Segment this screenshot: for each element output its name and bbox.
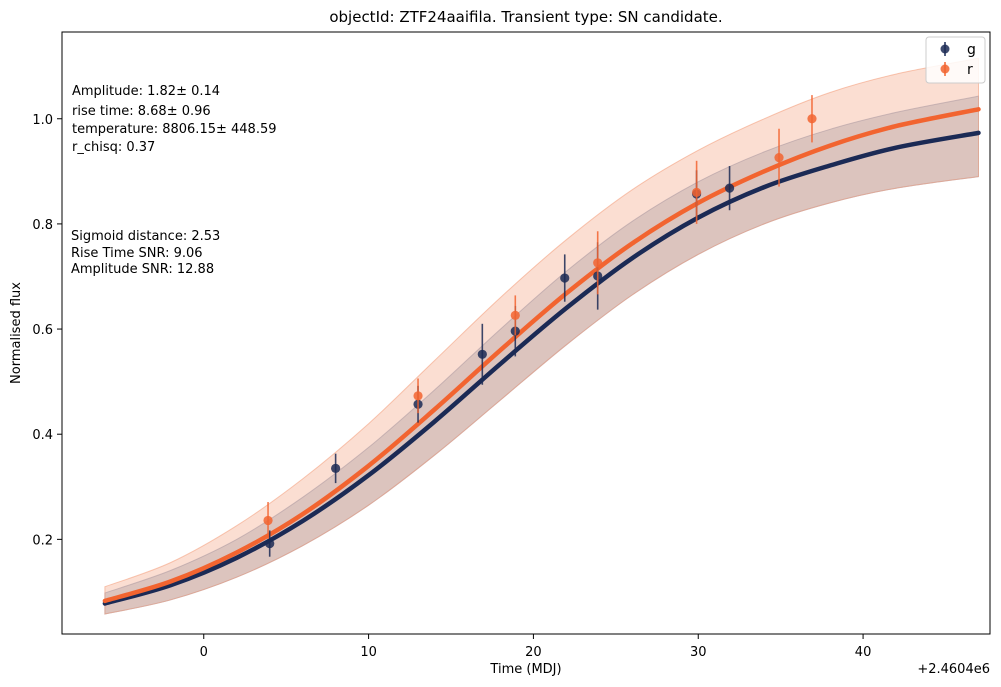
fit-line-r [102,107,981,604]
plot-area [102,57,981,615]
data-point-g [477,323,487,385]
fit-params-annotation: Amplitude: 1.82± 0.14 rise time: 8.68± 0… [72,84,277,155]
annotation-rise-time-snr: Rise Time SNR: 9.06 [71,246,203,261]
annotation-rise-time: rise time: 8.68± 0.96 [72,104,211,119]
chart-title: objectId: ZTF24aaifila. Transient type: … [329,8,722,26]
y-tick-label: 1.0 [32,113,53,128]
metrics-annotation: Sigmoid distance: 2.53 Rise Time SNR: 9.… [71,229,220,277]
legend-marker-r [940,62,950,76]
marker-r [263,515,273,526]
marker-r [807,114,817,124]
marker-r [593,258,603,268]
x-axis-offset-label: +2.4604e6 [917,662,990,677]
marker-g [265,538,275,549]
x-axis-label: Time (MDJ) [489,662,561,677]
axes-frame [61,31,991,635]
fit-line-g [102,130,981,606]
x-axis-ticks: 0 10 20 30 40 [200,634,872,660]
y-axis-ticks: 0.2 0.4 0.6 0.8 1.0 [32,113,62,548]
data-point-r [807,95,817,143]
legend: g r [925,36,986,84]
y-tick-label: 0.4 [32,428,53,443]
legend-marker-g [940,42,950,56]
annotation-r-chisq: r_chisq: 0.37 [72,140,155,155]
y-tick-label: 0.6 [32,323,53,338]
marker-r [692,187,702,197]
y-axis-label: Normalised flux [9,282,24,384]
x-tick-label: 10 [360,645,377,660]
marker-g [724,183,735,193]
data-point-r [413,378,423,414]
x-tick-label: 30 [690,645,707,660]
marker-r [413,391,423,401]
annotation-temperature: temperature: 8806.15± 448.59 [72,122,277,137]
annotation-amplitude: Amplitude: 1.82± 0.14 [72,84,220,99]
legend-box [925,36,986,84]
x-tick-label: 0 [200,645,208,660]
y-tick-label: 0.2 [32,533,53,548]
legend-label-r: r [967,62,973,78]
data-point-r [510,295,520,336]
data-point-r [692,160,702,224]
legend-label-g: g [967,42,976,58]
data-point-g [331,453,341,484]
annotation-sigmoid-distance: Sigmoid distance: 2.53 [71,229,220,244]
confidence-band-r [104,57,979,615]
marker-g [477,349,487,359]
marker-g [331,463,341,473]
annotation-amplitude-snr: Amplitude SNR: 12.88 [71,262,214,277]
data-point-r [263,502,273,539]
marker-r [774,153,784,163]
data-point-r [774,128,784,187]
marker-r [510,310,520,320]
x-tick-label: 40 [855,645,872,660]
data-point-g [265,530,275,557]
data-point-r [593,231,603,295]
y-tick-label: 0.8 [32,218,53,233]
x-tick-label: 20 [525,645,542,660]
data-point-g [560,254,570,302]
data-point-g [724,166,735,211]
marker-g [560,273,570,283]
